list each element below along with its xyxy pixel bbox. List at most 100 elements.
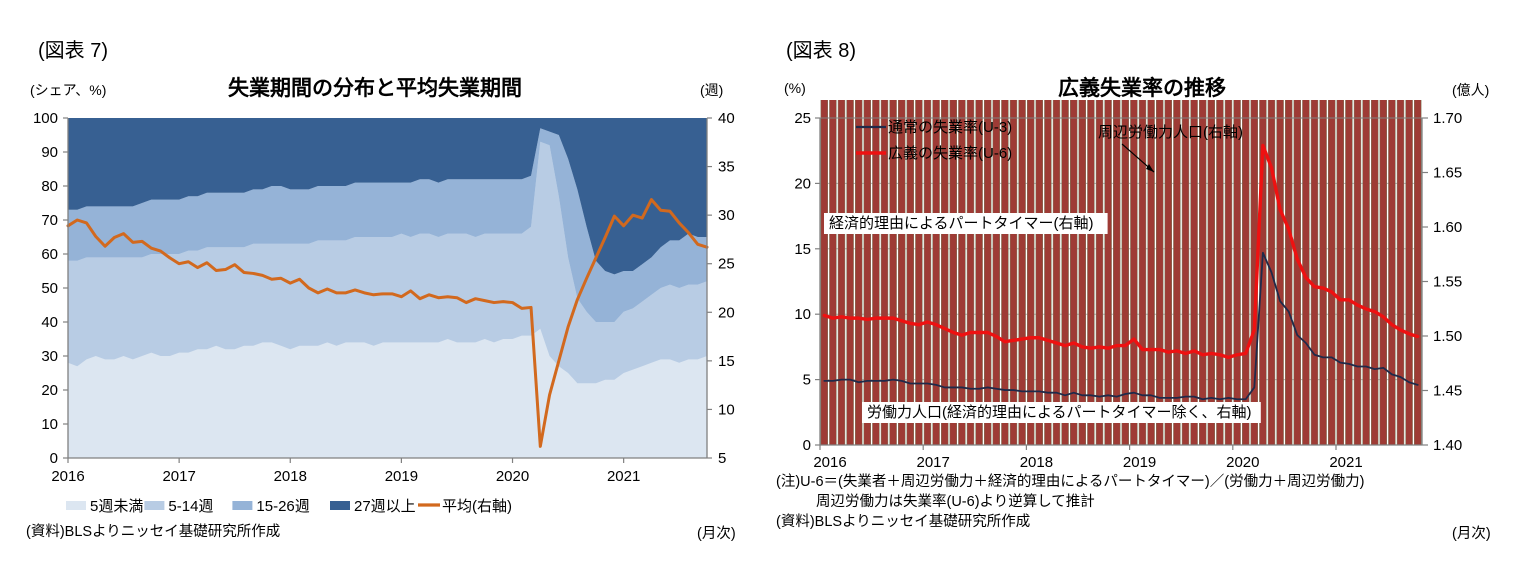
fig8-bar-segment: [1242, 100, 1250, 446]
fig8-left-tick: 5: [803, 372, 811, 389]
figure-7-right-axis-unit: (週): [700, 82, 724, 98]
fig8-annotation-labor-force: 労働力人口(経済的理由によるパートタイマー除く、右軸): [862, 402, 1261, 423]
fig8-bar-segment: [1362, 100, 1370, 446]
fig8-bar-segment: [1061, 100, 1069, 446]
fig7-left-tick: 20: [41, 382, 58, 399]
fig7-left-tick: 90: [41, 144, 58, 161]
figure-8-chart: 0 5 10 15 20 25 1.40 1.45 1.50 1.55 1.60 1.65 1.70 20…: [794, 100, 1462, 471]
fig7-x-tick: 2017: [162, 468, 195, 485]
fig8-bar-segment: [1336, 100, 1344, 446]
figure-7-title: 失業期間の分布と平均失業期間: [228, 77, 522, 100]
fig8-bar-segment: [1181, 100, 1190, 446]
fig8-annotation-fringe-labor-label: 周辺労働力人口(右軸): [1098, 124, 1243, 141]
fig8-bar-segment: [1207, 100, 1215, 446]
fig7-legend-item[interactable]: 5週未満: [66, 498, 143, 515]
fig8-annotation-economic-parttimer: 経済的理由によるパートタイマー(右軸): [824, 213, 1108, 234]
figure-7-chart: 0 10 20 30 40 50 60 70 80 90 100 5 10 15 20 25 30 35 40 201…: [33, 110, 735, 515]
fig7-left-tick: 40: [41, 314, 58, 331]
fig7-right-tick: 20: [718, 304, 735, 321]
fig7-x-tick: 2018: [274, 468, 307, 485]
fig8-annotation-economic-parttimer-label: 経済的理由によるパートタイマー(右軸): [829, 215, 1094, 232]
fig8-bar-segment: [1388, 100, 1396, 446]
fig8-bar-segment: [1224, 100, 1233, 446]
fig7-x-tick: 2016: [51, 468, 84, 485]
fig8-right-tick: 1.40: [1433, 437, 1462, 454]
fig8-annotation-labor-force-label: 労働力人口(経済的理由によるパートタイマー除く、右軸): [867, 404, 1252, 421]
fig8-bar-segment: [1276, 100, 1284, 446]
fig8-right-tick: 1.50: [1433, 328, 1462, 345]
fig7-left-tick: 60: [41, 246, 58, 263]
fig7-right-tick: 40: [718, 110, 735, 127]
fig8-bar-segment: [1104, 100, 1112, 446]
fig7-legend-item[interactable]: 5-14週: [144, 498, 213, 515]
fig7-legend-label: 平均(右軸): [442, 498, 512, 515]
fig8-bar-segment: [1173, 100, 1181, 446]
fig7-left-tick: 10: [41, 416, 58, 433]
figure-8-panel: (図表 8) (%) 広義失業率の推移 (億人) 0 5 10 15 20 25 1.40 1…: [762, 0, 1524, 585]
fig8-bar-segment: [1293, 100, 1301, 446]
figure-8-source: (資料)BLSよりニッセイ基礎研究所作成: [776, 514, 1031, 530]
fig7-x-tick: 2020: [496, 468, 529, 485]
fig8-legend[interactable]: 通常の失業率(U-3) 広義の失業率(U-6): [856, 119, 1012, 162]
fig8-bar-segment: [1190, 100, 1198, 446]
fig8-bar-segment: [1147, 100, 1155, 446]
fig8-bar-segment: [1164, 100, 1172, 446]
fig8-left-tick: 25: [794, 110, 811, 127]
fig7-legend-label: 5週未満: [90, 498, 143, 515]
fig7-left-tick: 70: [41, 212, 58, 229]
fig8-bar-segment: [1310, 100, 1319, 446]
fig7-legend-label: 27週以上: [354, 498, 416, 515]
fig8-bar-segment: [1285, 100, 1293, 446]
fig8-x-tick: 2019: [1123, 454, 1156, 471]
fig8-left-tick: 15: [794, 241, 811, 258]
fig7-x-tick: 2021: [607, 468, 640, 485]
figure-7-frequency: (月次): [697, 526, 736, 542]
fig8-bar-segment: [1199, 100, 1207, 446]
fig8-x-tick: 2020: [1226, 454, 1259, 471]
fig7-legend-label: 15-26週: [256, 498, 309, 515]
fig8-line-series: [823, 251, 1419, 401]
fig8-left-tick: 20: [794, 175, 811, 192]
fig8-bar-segment: [1095, 100, 1104, 446]
fig7-legend-item[interactable]: 15-26週: [232, 498, 310, 515]
fig8-right-tick: 1.60: [1433, 219, 1462, 236]
fig7-right-tick: 10: [718, 401, 735, 418]
fig8-bar-segment: [1371, 100, 1379, 446]
fig7-left-tick: 30: [41, 348, 58, 365]
fig8-bar-segment: [1233, 100, 1241, 446]
fig8-left-tick: 0: [803, 437, 811, 454]
fig8-bar-segment: [1035, 100, 1043, 446]
fig8-x-tick: 2018: [1020, 454, 1053, 471]
fig8-line-series: [822, 143, 1420, 360]
figure-8-left-axis-unit: (%): [784, 80, 806, 96]
fig8-x-tick: 2017: [917, 454, 950, 471]
fig7-x-tick: 2019: [385, 468, 418, 485]
fig8-bar-segment: [1138, 100, 1147, 446]
fig8-right-tick: 1.45: [1433, 383, 1462, 400]
fig7-right-tick: 15: [718, 353, 735, 370]
fig7-legend-item[interactable]: 27週以上: [330, 498, 416, 515]
figure-7-left-axis-unit: (シェア、%): [30, 82, 107, 98]
fig8-bar-segment: [1078, 100, 1086, 446]
fig7-legend-item[interactable]: 平均(右軸): [418, 498, 512, 515]
fig8-bar-segment: [1018, 100, 1026, 446]
figure-8-right-axis-unit: (億人): [1452, 82, 1490, 98]
fig8-bar-segment: [1328, 100, 1336, 446]
fig8-bar-segment: [1353, 100, 1362, 446]
figure-8-title: 広義失業率の推移: [1058, 77, 1226, 100]
figure-7-source: (資料)BLSよりニッセイ基礎研究所作成: [26, 524, 281, 540]
fig8-bar-segment: [829, 100, 837, 446]
fig8-bar-segment: [837, 100, 846, 446]
fig7-right-tick: 35: [718, 159, 735, 176]
figure-8-note-2: 周辺労働力は失業率(U-6)より逆算して推計: [816, 494, 1095, 510]
fig8-bar-segment: [1216, 100, 1224, 446]
figure-8-note-1: (注)U-6＝(失業者＋周辺労働力＋経済的理由によるパートタイマー)／(労働力＋…: [776, 474, 1365, 490]
fig8-bar-segment: [1319, 100, 1327, 446]
figure-8-frequency: (月次): [1452, 526, 1491, 542]
fig8-bar-segment: [1414, 100, 1422, 446]
fig8-bar-segment: [1379, 100, 1387, 446]
fig8-bar-segment: [1113, 100, 1121, 446]
fig8-right-tick: 1.70: [1433, 110, 1462, 127]
fig7-right-tick: 25: [718, 256, 735, 273]
